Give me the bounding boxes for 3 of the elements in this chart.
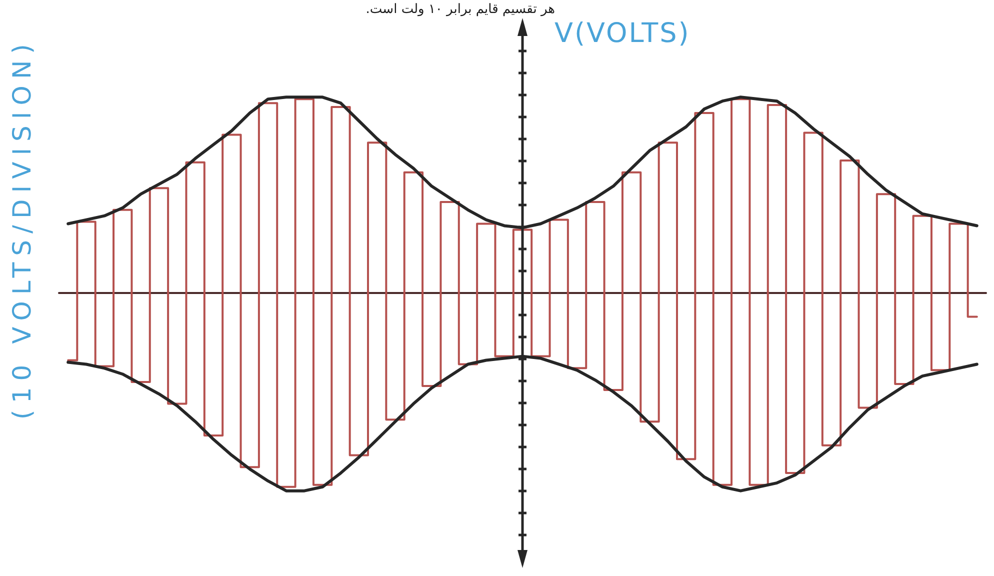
text: هر تقسیم قایم برابر ۱۰ ولت است. — [366, 2, 555, 17]
y-axis-title: V(VOLTS) — [554, 18, 690, 49]
text: (10 VOLTS/DIVISION) — [7, 37, 36, 419]
